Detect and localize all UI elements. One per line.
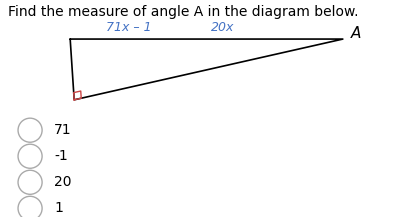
Text: A: A bbox=[351, 26, 361, 41]
Text: 71x – 1: 71x – 1 bbox=[106, 21, 152, 34]
Text: 1: 1 bbox=[54, 201, 63, 215]
Text: 20x: 20x bbox=[211, 21, 234, 34]
Text: 71: 71 bbox=[54, 123, 72, 137]
Text: -1: -1 bbox=[54, 149, 68, 163]
Text: Find the measure of angle A in the diagram below.: Find the measure of angle A in the diagr… bbox=[8, 5, 358, 20]
Text: 20: 20 bbox=[54, 175, 72, 189]
